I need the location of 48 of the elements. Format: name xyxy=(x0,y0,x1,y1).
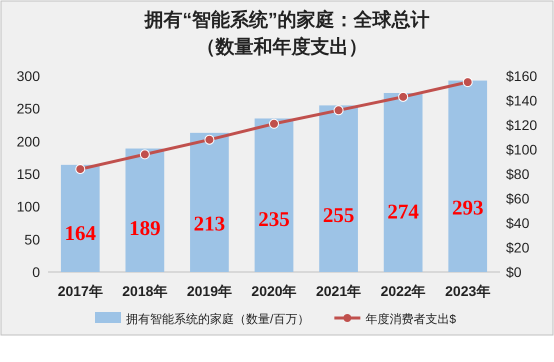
bar xyxy=(60,164,100,272)
bar xyxy=(448,80,488,272)
y2-tick-label: $0 xyxy=(506,264,522,280)
point xyxy=(398,92,408,102)
chart-title: 拥有“智能系统”的家庭：全球总计 xyxy=(144,9,430,31)
y2-tick-label: $140 xyxy=(506,92,538,108)
bar xyxy=(384,92,423,272)
bar xyxy=(125,148,164,272)
data-label: 235 xyxy=(258,206,290,231)
point xyxy=(462,77,473,88)
y-tick-label: 250 xyxy=(16,100,40,117)
y2-tick-label: $160 xyxy=(506,68,538,84)
bar xyxy=(254,118,294,272)
x-tick-label: 2022年 xyxy=(380,283,426,299)
y2-tick-label: $100 xyxy=(506,142,538,158)
x-tick-label: 2021年 xyxy=(316,283,362,299)
y2-tick-label: $60 xyxy=(506,190,530,206)
x-tick-label: 2017年 xyxy=(58,283,103,299)
legend-label: 拥有智能系统的家庭（数量/百万） xyxy=(126,312,310,326)
data-label: 274 xyxy=(387,199,420,224)
data-label: 293 xyxy=(452,196,484,220)
y-tick-label: 0 xyxy=(32,264,40,280)
point xyxy=(269,118,279,129)
x-tick-label: 2023年 xyxy=(445,283,490,299)
point xyxy=(204,134,214,145)
x-tick-label: 2019年 xyxy=(186,283,232,299)
x-tick-label: 2020年 xyxy=(251,283,297,299)
y-tick-label: 200 xyxy=(16,133,40,150)
y2-tick-label: $120 xyxy=(506,117,538,133)
chart-subtitle: （数量和年度支出） xyxy=(196,36,368,58)
y2-tick-label: $40 xyxy=(506,215,530,231)
y-tick-label: 50 xyxy=(24,231,40,248)
y-tick-label: 150 xyxy=(16,166,40,182)
point xyxy=(140,149,150,160)
y2-tick-label: $20 xyxy=(506,240,530,256)
legend-label: 年度消费者支出$ xyxy=(365,312,456,326)
data-label: 189 xyxy=(129,216,161,240)
bar xyxy=(319,105,358,272)
data-label: 164 xyxy=(64,220,97,245)
point xyxy=(334,105,344,116)
y-tick-label: 300 xyxy=(16,68,40,84)
data-label: 255 xyxy=(322,203,354,228)
x-tick-label: 2018年 xyxy=(122,283,168,299)
y2-tick-label: $80 xyxy=(506,166,530,182)
y-tick-label: 100 xyxy=(16,198,40,215)
bar xyxy=(190,132,229,272)
point xyxy=(75,164,86,174)
data-label: 213 xyxy=(194,211,226,236)
